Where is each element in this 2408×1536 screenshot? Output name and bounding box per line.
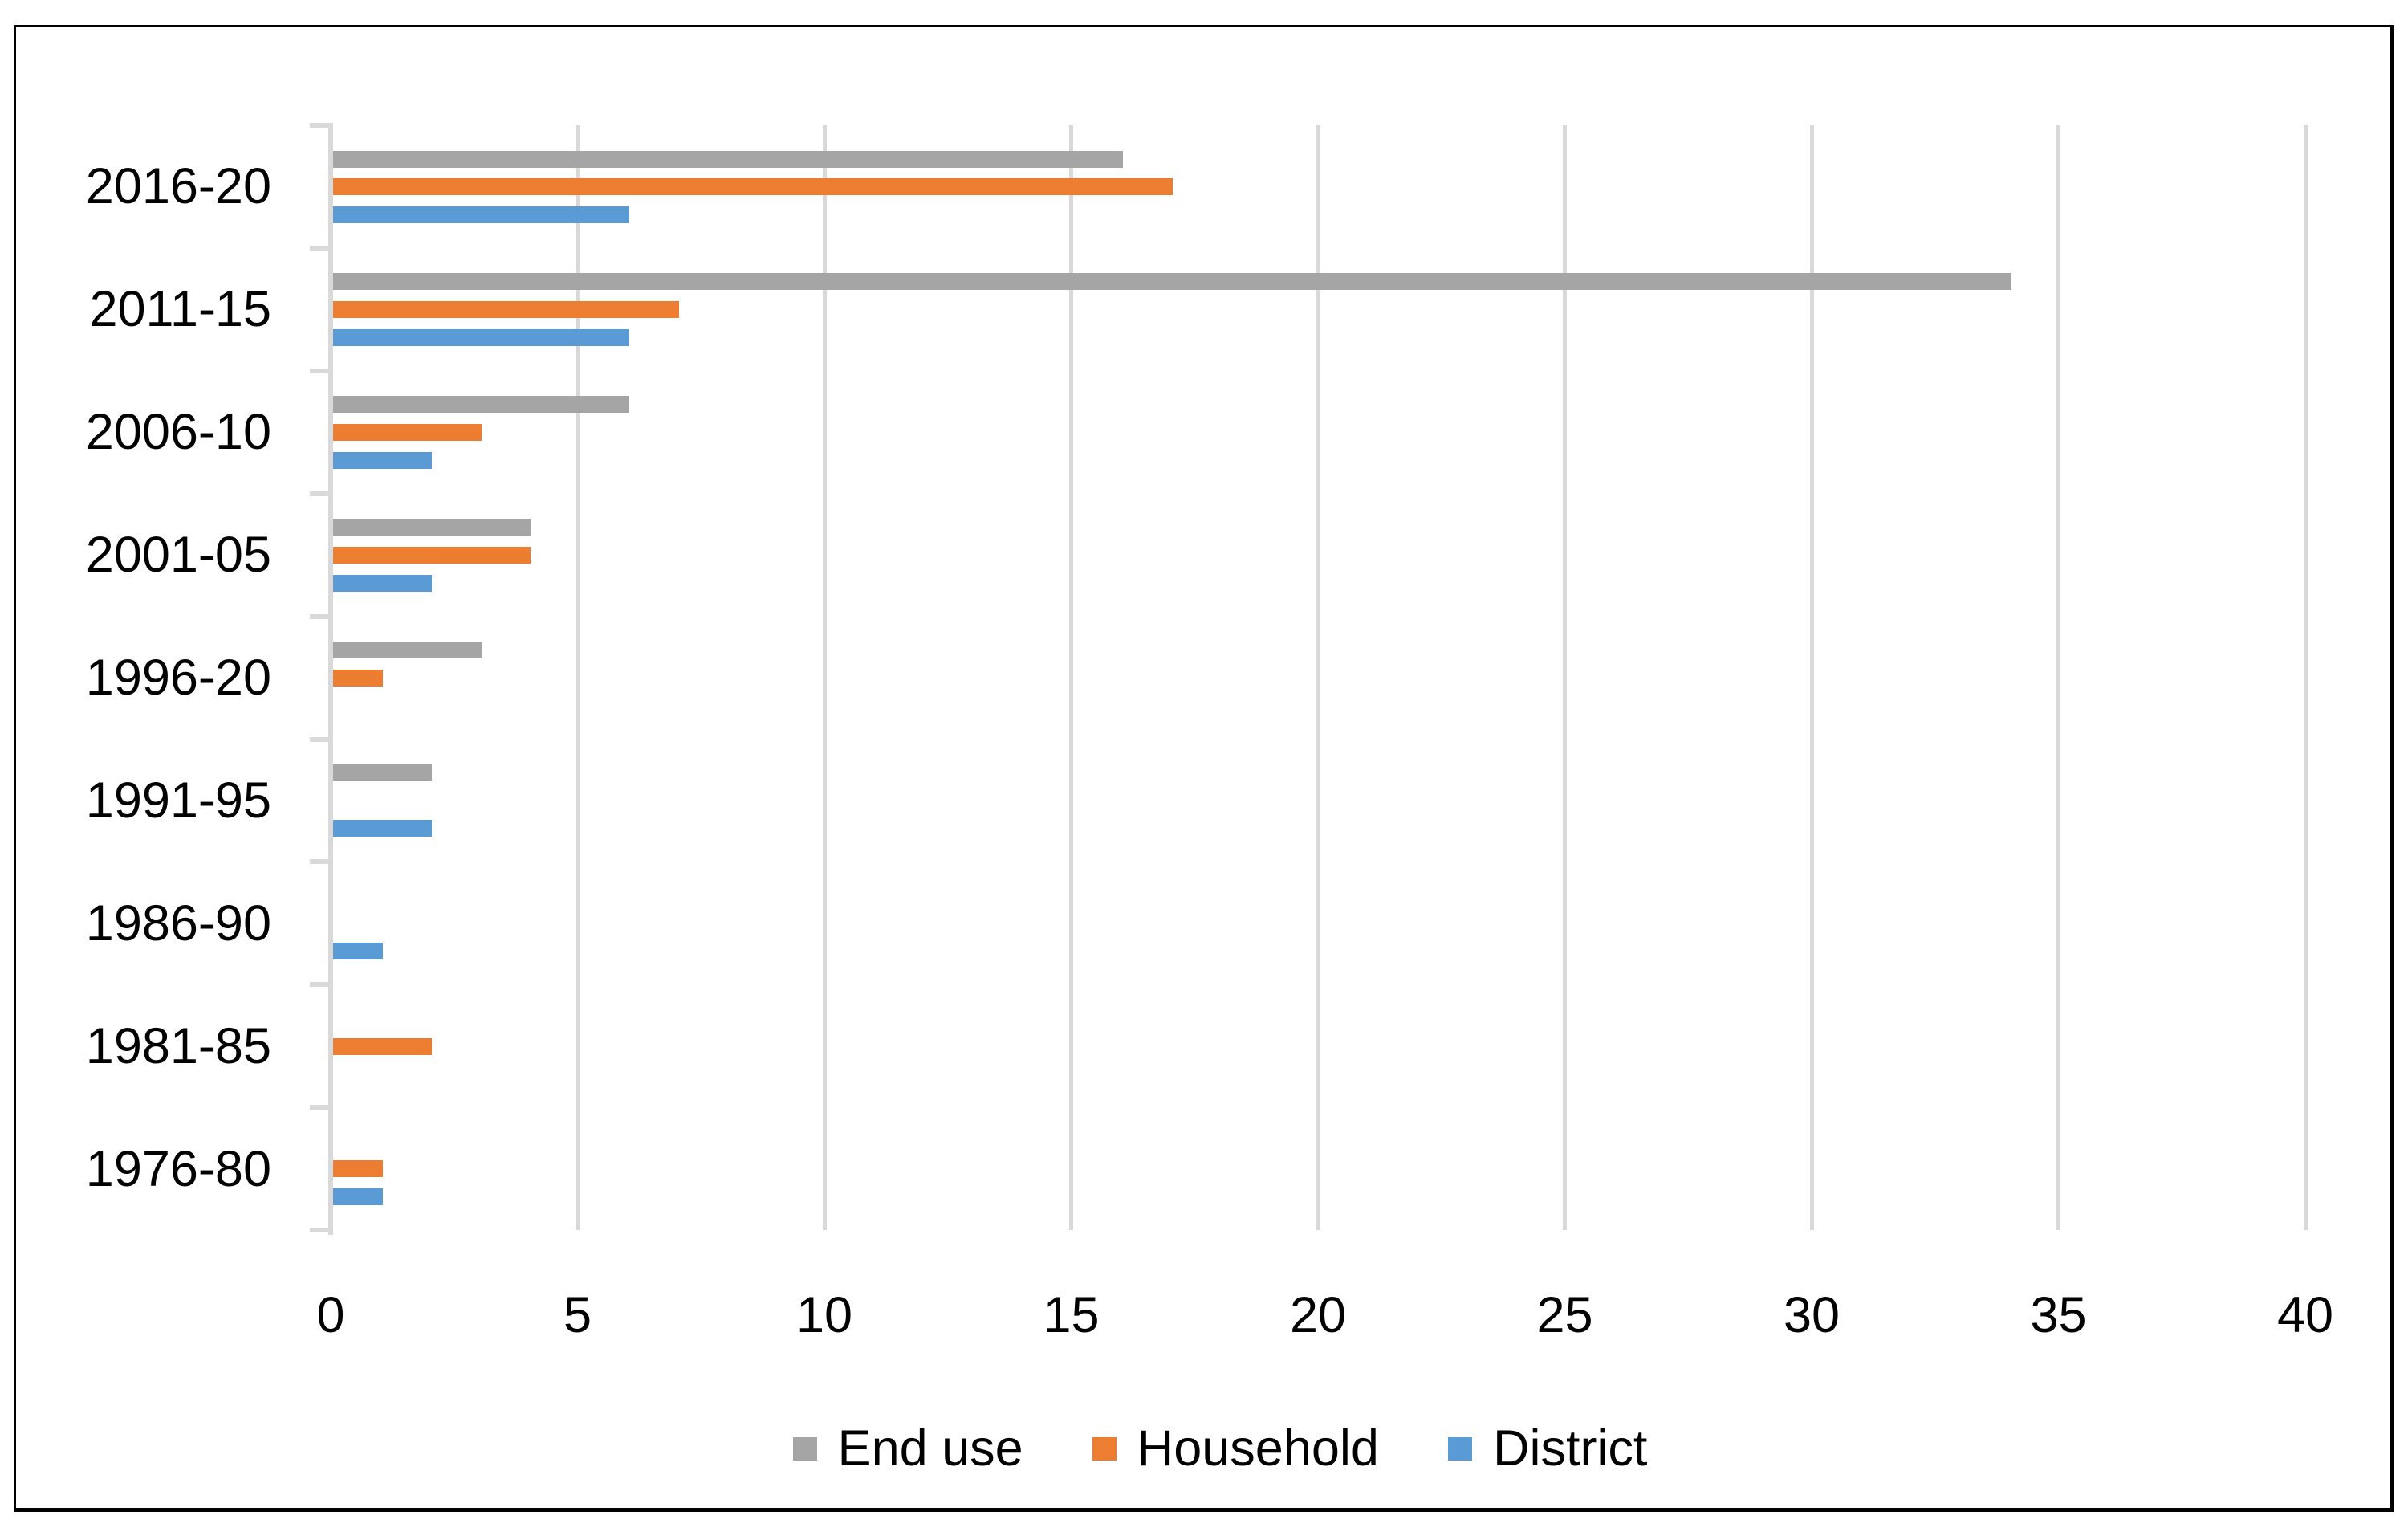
bar-district-2016-20	[333, 206, 629, 223]
gridline-x-5	[576, 125, 580, 1230]
gridline-x-30	[1809, 125, 1814, 1230]
bar-end-use-1991-95	[333, 764, 432, 781]
bar-household-1996-20	[333, 669, 383, 687]
bar-district-2006-10	[333, 451, 432, 469]
bar-end-use-2001-05	[333, 519, 531, 536]
y-axis-tick	[310, 859, 331, 865]
x-tick-label-0: 0	[316, 1287, 345, 1343]
bar-household-2006-10	[333, 424, 482, 441]
gridline-x-35	[2056, 125, 2060, 1230]
bar-district-2001-05	[333, 574, 432, 592]
x-tick-label-25: 25	[1536, 1287, 1593, 1343]
bar-district-1991-95	[333, 820, 432, 837]
y-axis-tick	[310, 123, 331, 128]
category-label-2011-15: 2011-15	[89, 281, 271, 338]
category-label-1996-20: 1996-20	[85, 650, 271, 707]
bar-household-1976-80	[333, 1160, 383, 1178]
bar-end-use-2016-20	[333, 150, 1123, 168]
legend-item-district: District	[1447, 1420, 1648, 1477]
bar-district-1976-80	[333, 1188, 383, 1206]
gridline-x-25	[1563, 125, 1567, 1230]
legend-marker-icon	[792, 1436, 817, 1461]
legend-marker-icon	[1447, 1436, 1472, 1461]
plot-area	[331, 125, 2308, 1230]
category-label-1976-80: 1976-80	[85, 1140, 271, 1197]
bar-end-use-1996-20	[333, 642, 482, 659]
category-label-1986-90: 1986-90	[85, 894, 271, 951]
bar-household-2011-15	[333, 301, 679, 319]
x-tick-label-40: 40	[2276, 1287, 2334, 1343]
legend-item-end-use: End use	[792, 1420, 1023, 1477]
y-axis-tick	[310, 982, 331, 988]
legend-marker-icon	[1092, 1436, 1117, 1461]
y-axis-tick	[310, 245, 331, 251]
x-tick-label-5: 5	[563, 1287, 592, 1343]
y-axis-line	[328, 123, 333, 1235]
y-axis-tick	[310, 736, 331, 742]
bar-household-1981-85	[333, 1037, 432, 1055]
bar-end-use-2006-10	[333, 396, 629, 414]
x-tick-label-35: 35	[2030, 1287, 2087, 1343]
gridline-x-20	[1316, 125, 1320, 1230]
category-label-1981-85: 1981-85	[85, 1017, 271, 1074]
category-label-1991-95: 1991-95	[85, 772, 271, 829]
x-tick-label-15: 15	[1043, 1287, 1100, 1343]
y-axis-tick	[310, 368, 331, 373]
gridline-x-15	[1069, 125, 1073, 1230]
legend-label: End use	[837, 1420, 1023, 1477]
legend-item-household: Household	[1092, 1423, 1379, 1474]
y-axis-tick	[310, 1228, 331, 1233]
category-label-2001-05: 2001-05	[85, 527, 271, 584]
bar-household-2016-20	[333, 178, 1173, 196]
bar-district-2011-15	[333, 328, 629, 346]
legend: End use Household District	[30, 1423, 2408, 1474]
x-tick-label-20: 20	[1289, 1287, 1347, 1343]
bar-district-1986-90	[333, 943, 383, 960]
category-label-2006-10: 2006-10	[85, 404, 271, 461]
chart-frame: 2016-20 2011-15 2006-10 2001-05 1996-20 1991-…	[14, 25, 2394, 1512]
bar-household-2001-05	[333, 546, 531, 564]
y-axis-tick	[310, 613, 331, 619]
legend-label: District	[1492, 1420, 1648, 1477]
x-tick-label-30: 30	[1783, 1287, 1841, 1343]
bar-end-use-2011-15	[333, 273, 2011, 291]
gridline-x-10	[822, 125, 827, 1230]
legend-label: Household	[1137, 1420, 1379, 1477]
category-label-2016-20: 2016-20	[85, 158, 271, 215]
y-axis-tick	[310, 491, 331, 496]
gridline-x-40	[2303, 125, 2308, 1230]
y-axis-tick	[310, 1105, 331, 1110]
x-tick-label-10: 10	[795, 1287, 853, 1343]
